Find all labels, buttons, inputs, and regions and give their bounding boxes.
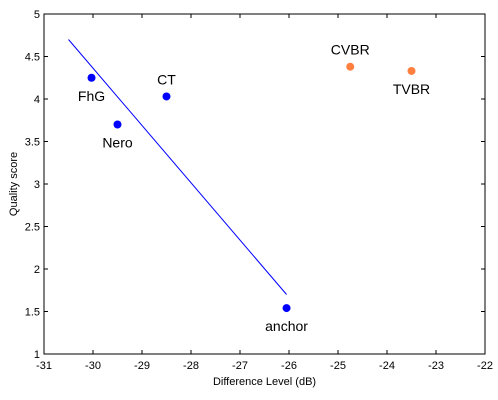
data-point bbox=[87, 73, 96, 82]
data-points: FhG Nero CT anchor CVBR TVBR bbox=[78, 42, 430, 334]
x-tick-label: -24 bbox=[379, 360, 395, 372]
y-axis-title: Quality score bbox=[8, 152, 20, 216]
data-point bbox=[407, 66, 416, 75]
point-label: Nero bbox=[102, 135, 133, 151]
y-tick-label: 4.5 bbox=[25, 52, 40, 64]
point-label: FhG bbox=[78, 88, 105, 104]
fit-line-group bbox=[68, 39, 287, 295]
fit-line bbox=[68, 39, 287, 295]
point-label: TVBR bbox=[393, 81, 430, 97]
data-point bbox=[282, 304, 291, 313]
plot-area bbox=[43, 13, 486, 355]
x-tick-label: -23 bbox=[428, 360, 444, 372]
x-tick-label: -31 bbox=[36, 360, 52, 372]
x-tick-label: -27 bbox=[232, 360, 248, 372]
x-tick-label: -25 bbox=[330, 360, 346, 372]
y-tick-label: 3 bbox=[34, 179, 40, 191]
x-tick-label: -26 bbox=[281, 360, 297, 372]
axes: -31 -30 -29 -28 -27 -26 -25 -24 -23 -22 1 1.5 2 2.5 3 3… bbox=[25, 9, 493, 372]
data-point bbox=[346, 62, 355, 71]
point-label: CVBR bbox=[331, 42, 370, 58]
y-tick-label: 2 bbox=[34, 264, 40, 276]
x-axis-title: Difference Level (dB) bbox=[213, 376, 316, 388]
x-tick-label: -29 bbox=[134, 360, 150, 372]
x-tick-label: -30 bbox=[85, 360, 101, 372]
point-label: CT bbox=[157, 71, 176, 87]
y-tick-label: 1 bbox=[34, 349, 40, 361]
y-tick-label: 2.5 bbox=[25, 222, 40, 234]
x-tick-label: -28 bbox=[183, 360, 199, 372]
y-tick-label: 4 bbox=[34, 94, 40, 106]
data-point bbox=[162, 92, 171, 101]
data-point bbox=[113, 120, 122, 129]
point-label: anchor bbox=[265, 318, 308, 334]
y-tick-label: 1.5 bbox=[25, 307, 40, 319]
y-tick-label: 3.5 bbox=[25, 137, 40, 149]
x-tick-label: -22 bbox=[477, 360, 493, 372]
y-tick-label: 5 bbox=[34, 9, 40, 21]
